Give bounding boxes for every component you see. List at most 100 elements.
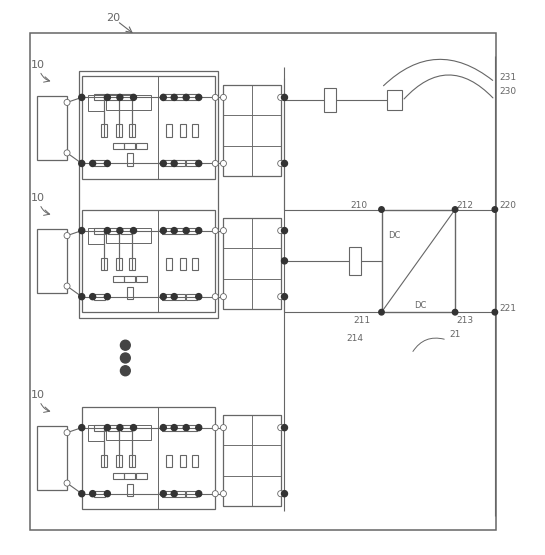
Circle shape bbox=[278, 228, 284, 234]
Bar bbox=[88, 426, 104, 441]
Circle shape bbox=[171, 94, 177, 100]
Circle shape bbox=[220, 294, 227, 300]
Text: 213: 213 bbox=[457, 316, 474, 325]
Circle shape bbox=[79, 425, 85, 431]
Bar bbox=[30, 33, 496, 530]
Bar bbox=[124, 473, 135, 479]
Bar bbox=[223, 249, 252, 279]
Bar bbox=[252, 145, 281, 176]
Circle shape bbox=[282, 425, 288, 431]
Bar bbox=[136, 143, 147, 149]
Bar bbox=[108, 425, 119, 431]
Circle shape bbox=[160, 94, 166, 100]
Bar bbox=[162, 160, 173, 166]
Circle shape bbox=[213, 94, 219, 100]
Circle shape bbox=[89, 491, 96, 497]
Circle shape bbox=[131, 228, 137, 234]
Bar bbox=[252, 445, 281, 476]
Bar bbox=[382, 209, 455, 312]
Text: 10: 10 bbox=[31, 390, 45, 400]
Circle shape bbox=[492, 310, 498, 315]
Circle shape bbox=[131, 94, 137, 100]
Bar bbox=[100, 258, 107, 270]
Bar bbox=[113, 276, 124, 282]
Bar bbox=[223, 218, 252, 249]
Circle shape bbox=[213, 425, 219, 431]
Bar bbox=[186, 228, 197, 234]
Circle shape bbox=[196, 228, 202, 234]
Circle shape bbox=[171, 294, 177, 300]
Bar bbox=[108, 228, 119, 234]
Bar bbox=[126, 483, 133, 496]
Circle shape bbox=[220, 491, 227, 497]
Bar bbox=[82, 406, 215, 509]
Circle shape bbox=[64, 150, 70, 156]
Circle shape bbox=[120, 340, 130, 350]
Bar bbox=[186, 160, 197, 166]
Bar bbox=[162, 228, 173, 234]
Circle shape bbox=[282, 491, 288, 497]
Circle shape bbox=[282, 160, 288, 166]
Circle shape bbox=[220, 425, 227, 431]
Bar bbox=[223, 218, 281, 310]
Bar bbox=[94, 491, 105, 497]
Text: 20: 20 bbox=[106, 13, 120, 23]
Text: 212: 212 bbox=[457, 201, 474, 210]
Bar bbox=[186, 294, 197, 300]
Circle shape bbox=[105, 228, 111, 234]
Text: 10: 10 bbox=[31, 193, 45, 203]
Circle shape bbox=[79, 491, 85, 497]
Bar bbox=[108, 94, 119, 100]
Bar bbox=[252, 218, 281, 249]
Text: 21: 21 bbox=[450, 330, 461, 339]
Bar bbox=[180, 258, 186, 270]
Bar bbox=[223, 476, 252, 506]
Circle shape bbox=[79, 160, 85, 166]
Bar bbox=[192, 455, 198, 467]
Bar bbox=[174, 160, 185, 166]
Circle shape bbox=[105, 94, 111, 100]
Circle shape bbox=[492, 207, 498, 212]
Circle shape bbox=[105, 294, 111, 300]
Bar bbox=[94, 425, 105, 431]
Bar bbox=[192, 258, 198, 270]
Bar bbox=[113, 143, 124, 149]
Bar bbox=[166, 455, 172, 467]
Bar bbox=[116, 258, 122, 270]
Bar bbox=[116, 124, 122, 137]
Circle shape bbox=[79, 94, 85, 100]
Circle shape bbox=[452, 207, 458, 212]
Text: 210: 210 bbox=[350, 201, 367, 210]
Circle shape bbox=[105, 425, 111, 431]
Bar bbox=[174, 228, 185, 234]
Bar bbox=[37, 95, 67, 160]
Circle shape bbox=[196, 491, 202, 497]
Bar bbox=[113, 473, 124, 479]
Bar bbox=[387, 90, 402, 110]
Circle shape bbox=[89, 160, 96, 166]
Circle shape bbox=[117, 94, 123, 100]
Bar bbox=[124, 276, 135, 282]
Circle shape bbox=[452, 310, 458, 315]
Circle shape bbox=[171, 491, 177, 497]
Bar bbox=[136, 473, 147, 479]
Bar bbox=[252, 476, 281, 506]
Bar bbox=[121, 228, 132, 234]
Bar bbox=[180, 124, 186, 137]
Circle shape bbox=[196, 160, 202, 166]
Bar bbox=[180, 455, 186, 467]
Bar bbox=[100, 455, 107, 467]
Bar bbox=[82, 76, 215, 179]
Bar bbox=[162, 94, 173, 100]
Circle shape bbox=[278, 160, 284, 166]
Text: 211: 211 bbox=[353, 316, 370, 325]
Bar bbox=[166, 258, 172, 270]
Circle shape bbox=[379, 207, 384, 212]
Bar bbox=[126, 153, 133, 165]
Bar bbox=[186, 491, 197, 497]
Bar bbox=[79, 70, 218, 317]
Bar bbox=[186, 425, 197, 431]
Circle shape bbox=[183, 425, 189, 431]
Circle shape bbox=[278, 491, 284, 497]
Circle shape bbox=[213, 160, 219, 166]
